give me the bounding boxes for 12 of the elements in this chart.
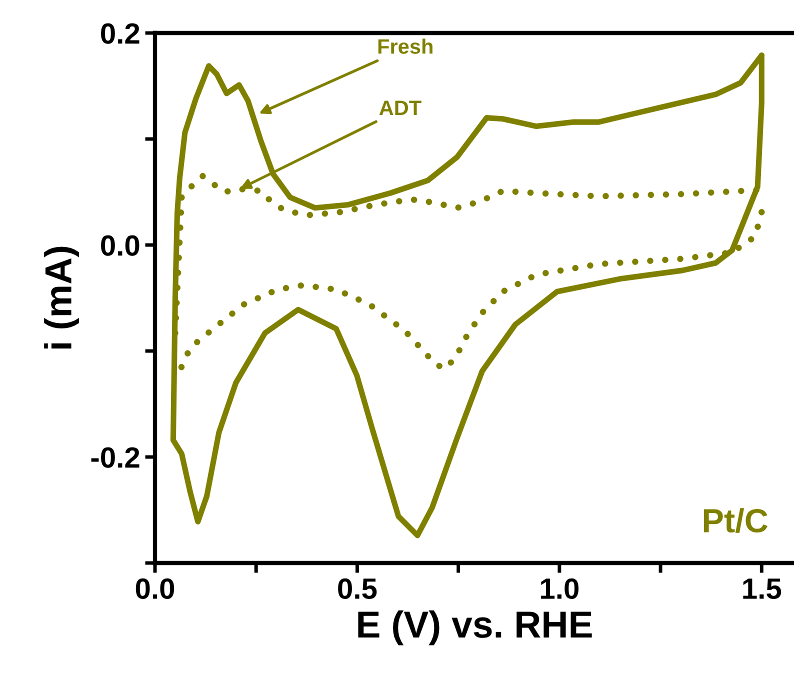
x-tick-label: 0.0 bbox=[136, 578, 174, 600]
annotation: ADT bbox=[379, 100, 422, 116]
annotation: Fresh bbox=[378, 38, 432, 54]
y-tick-label: 0.2 bbox=[101, 23, 140, 44]
x-axis-title: E (V) vs. RHE bbox=[358, 610, 592, 646]
x-tick-label: 1.5 bbox=[743, 578, 782, 600]
x-tick-label: 0.5 bbox=[338, 578, 377, 600]
annotation: Pt/C bbox=[704, 508, 768, 533]
y-axis-title: i (mA) bbox=[44, 246, 80, 348]
y-tick-label: 0.0 bbox=[101, 235, 140, 256]
y-tick-label: -0.2 bbox=[91, 447, 140, 468]
x-tick-label: 1.0 bbox=[540, 578, 579, 600]
